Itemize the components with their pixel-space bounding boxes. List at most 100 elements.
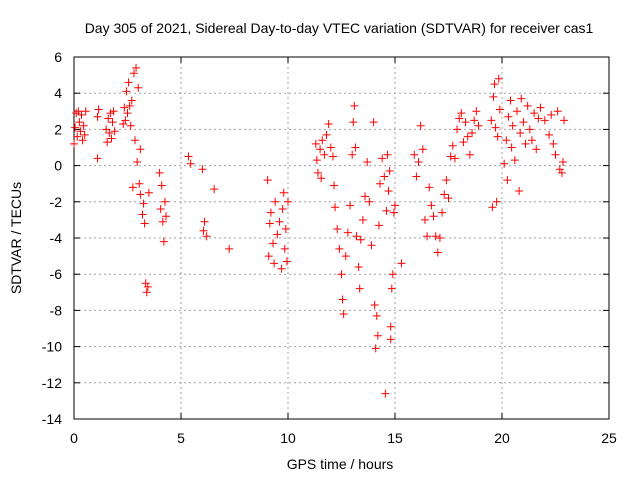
x-tick-label: 10: [280, 430, 296, 446]
data-point: [266, 208, 275, 217]
data-point: [265, 219, 274, 228]
data-point: [383, 150, 392, 159]
data-point: [356, 235, 365, 244]
data-point: [157, 181, 166, 190]
data-point: [313, 168, 322, 177]
data-point: [264, 252, 273, 261]
data-point: [525, 125, 534, 134]
data-point: [435, 234, 444, 242]
data-point: [517, 94, 526, 103]
data-point: [508, 121, 517, 130]
data-point: [349, 118, 358, 127]
data-point: [333, 224, 342, 233]
data-point: [495, 105, 504, 114]
data-points: [70, 63, 569, 398]
data-point: [431, 232, 440, 241]
data-point: [465, 150, 474, 159]
data-point: [311, 139, 320, 148]
data-point: [438, 208, 447, 217]
data-point: [416, 121, 425, 130]
data-point: [463, 132, 472, 141]
data-point: [527, 136, 536, 145]
data-point: [330, 181, 339, 190]
data-point: [140, 219, 149, 228]
data-point: [352, 232, 361, 241]
data-point: [324, 119, 333, 128]
data-point: [326, 143, 335, 152]
data-point: [199, 226, 208, 235]
data-point: [75, 118, 84, 127]
data-point: [108, 118, 117, 127]
data-point: [106, 109, 115, 118]
y-tick-label: -12: [42, 375, 62, 391]
data-point: [328, 152, 337, 161]
data-point: [373, 331, 382, 340]
data-point: [557, 168, 566, 177]
data-point: [102, 125, 111, 134]
data-point: [450, 154, 459, 163]
data-point: [391, 201, 399, 210]
data-point: [504, 112, 513, 121]
data-point: [79, 121, 88, 130]
data-point: [372, 311, 381, 320]
data-point: [70, 139, 78, 148]
data-point: [74, 107, 83, 116]
data-point: [507, 143, 516, 152]
data-point: [76, 127, 85, 136]
data-point: [93, 154, 102, 163]
data-point: [126, 121, 135, 130]
data-point: [186, 159, 195, 168]
data-point: [337, 270, 346, 279]
data-point: [380, 172, 389, 181]
data-point: [547, 110, 556, 119]
data-point: [519, 118, 528, 127]
x-tick-labels: 0 5 10 15 20 25: [70, 430, 617, 446]
data-point: [144, 188, 153, 197]
data-point: [71, 123, 80, 132]
grid: [74, 57, 609, 419]
data-point: [367, 241, 376, 250]
data-point: [138, 210, 147, 219]
data-point: [389, 208, 398, 217]
x-tick-label: 20: [494, 430, 510, 446]
data-point: [275, 217, 284, 226]
data-point: [354, 262, 363, 271]
data-point: [365, 197, 374, 206]
data-point: [320, 150, 329, 159]
y-tick-label: -14: [42, 411, 62, 427]
data-point: [132, 63, 141, 72]
chart-title: Day 305 of 2021, Sidereal Day-to-day VTE…: [85, 20, 594, 36]
data-point: [317, 174, 326, 183]
data-point: [110, 127, 119, 136]
data-point: [155, 168, 164, 177]
data-point: [348, 150, 357, 159]
data-point: [444, 194, 453, 203]
data-point: [158, 217, 167, 226]
data-point: [355, 284, 364, 293]
data-point: [534, 114, 543, 123]
data-point: [343, 228, 352, 237]
x-tick-label: 25: [601, 430, 617, 446]
y-axis-label: SDTVAR / TECUs: [8, 182, 24, 294]
y-tick-label: 4: [54, 85, 62, 101]
data-point: [503, 176, 512, 185]
y-tick-label: -8: [50, 302, 63, 318]
data-point: [492, 197, 501, 206]
y-tick-label: 0: [54, 158, 62, 174]
data-point: [385, 167, 394, 176]
data-point: [120, 103, 129, 112]
data-point: [490, 80, 499, 89]
data-point: [105, 129, 114, 138]
data-point: [378, 154, 387, 163]
data-point: [521, 139, 530, 148]
data-point: [127, 96, 136, 105]
data-point: [122, 87, 131, 96]
data-point: [318, 136, 327, 145]
data-point: [558, 157, 567, 166]
data-point: [374, 221, 383, 230]
data-point: [123, 109, 132, 118]
data-point: [461, 118, 470, 127]
data-point: [73, 132, 82, 141]
data-point: [510, 156, 519, 165]
data-point: [487, 116, 496, 125]
